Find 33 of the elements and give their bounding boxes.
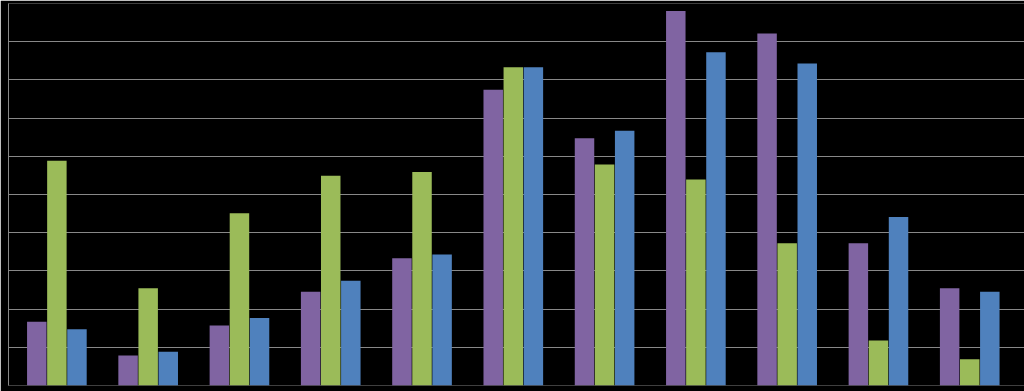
bar — [777, 243, 797, 386]
bar — [138, 288, 158, 386]
bar — [209, 325, 230, 386]
bar — [118, 355, 138, 386]
bar — [797, 63, 817, 386]
bar — [706, 52, 726, 386]
bar — [959, 359, 980, 386]
bar — [523, 67, 544, 386]
bar — [686, 179, 706, 386]
bar — [432, 254, 452, 386]
bar — [67, 329, 87, 386]
bar — [47, 160, 67, 386]
bar — [848, 243, 869, 386]
bar — [27, 321, 47, 386]
bar — [483, 89, 503, 386]
bar — [614, 130, 635, 386]
bar — [666, 10, 686, 386]
bar — [980, 291, 1000, 386]
bar — [229, 213, 250, 386]
bar — [594, 164, 615, 386]
bar — [341, 280, 361, 386]
bar — [757, 33, 777, 386]
bar — [888, 216, 909, 386]
bar — [249, 318, 270, 386]
bar — [321, 175, 341, 386]
bar — [412, 172, 432, 386]
bar — [392, 258, 412, 386]
bar — [503, 67, 524, 386]
bar — [868, 340, 889, 386]
bar — [158, 351, 178, 386]
bar — [574, 138, 595, 386]
bar — [939, 288, 960, 386]
bar — [300, 291, 321, 386]
